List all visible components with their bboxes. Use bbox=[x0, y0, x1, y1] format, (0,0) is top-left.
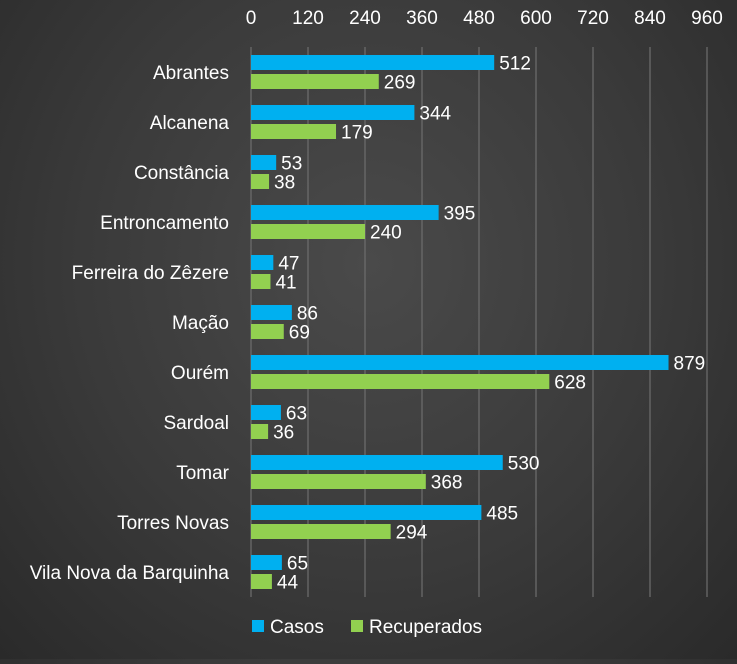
bar-recuperados bbox=[251, 574, 272, 589]
bar-recuperados bbox=[251, 174, 270, 189]
bar-casos bbox=[251, 505, 482, 520]
category-label: Ferreira do Zêzere bbox=[72, 263, 229, 284]
bar-recuperados bbox=[251, 474, 426, 489]
category-label: Sardoal bbox=[164, 413, 230, 434]
data-label: 179 bbox=[341, 123, 373, 144]
legend-swatch bbox=[252, 620, 264, 632]
data-label: 294 bbox=[396, 523, 428, 544]
data-label: 628 bbox=[554, 373, 586, 394]
x-tick-label: 720 bbox=[577, 8, 609, 29]
data-label: 368 bbox=[431, 473, 463, 494]
data-label: 44 bbox=[277, 573, 299, 594]
bar-recuperados bbox=[251, 324, 284, 339]
bar-casos bbox=[251, 355, 669, 370]
data-label: 41 bbox=[275, 273, 296, 294]
x-tick-label: 0 bbox=[246, 8, 257, 29]
data-label: 86 bbox=[297, 304, 318, 325]
bar-recuperados bbox=[251, 424, 269, 439]
category-label: Alcanena bbox=[150, 113, 230, 134]
legend-swatch bbox=[351, 620, 363, 632]
x-tick-label: 360 bbox=[406, 8, 438, 29]
bar-casos bbox=[251, 305, 292, 320]
data-label: 69 bbox=[289, 323, 310, 344]
data-label: 47 bbox=[278, 254, 299, 275]
data-label: 65 bbox=[287, 554, 308, 575]
legend-label: Recuperados bbox=[369, 617, 482, 638]
bar-recuperados bbox=[251, 274, 271, 289]
x-tick-label: 960 bbox=[691, 8, 723, 29]
bar-casos bbox=[251, 105, 415, 120]
bar-recuperados bbox=[251, 124, 337, 139]
x-tick-label: 840 bbox=[634, 8, 666, 29]
category-label: Tomar bbox=[176, 463, 229, 484]
data-label: 269 bbox=[384, 73, 416, 94]
category-label: Vila Nova da Barquinha bbox=[30, 563, 230, 584]
category-label: Torres Novas bbox=[117, 513, 229, 534]
x-tick-label: 600 bbox=[520, 8, 552, 29]
bar-casos bbox=[251, 155, 277, 170]
bar-recuperados bbox=[251, 374, 550, 389]
bar-casos bbox=[251, 205, 439, 220]
data-label: 53 bbox=[281, 154, 302, 175]
bar-recuperados bbox=[251, 224, 365, 239]
data-label: 36 bbox=[273, 423, 294, 444]
bar-casos bbox=[251, 555, 282, 570]
data-label: 485 bbox=[486, 504, 518, 525]
x-tick-label: 480 bbox=[463, 8, 495, 29]
legend-label: Casos bbox=[270, 617, 324, 638]
bar-recuperados bbox=[251, 524, 391, 539]
x-tick-label: 120 bbox=[292, 8, 324, 29]
data-label: 530 bbox=[508, 454, 540, 475]
data-label: 879 bbox=[674, 354, 706, 375]
bar-casos bbox=[251, 255, 274, 270]
data-label: 38 bbox=[274, 173, 295, 194]
bar-casos bbox=[251, 405, 281, 420]
data-label: 240 bbox=[370, 223, 402, 244]
category-label: Mação bbox=[172, 313, 229, 334]
bar-casos bbox=[251, 455, 503, 470]
data-label: 63 bbox=[286, 404, 307, 425]
data-label: 344 bbox=[419, 104, 451, 125]
category-label: Ourém bbox=[171, 363, 229, 384]
category-label: Abrantes bbox=[153, 63, 229, 84]
data-label: 512 bbox=[499, 54, 531, 75]
category-label: Entroncamento bbox=[100, 213, 229, 234]
bar-casos bbox=[251, 55, 495, 70]
x-tick-label: 240 bbox=[349, 8, 381, 29]
category-label: Constância bbox=[134, 163, 229, 184]
data-label: 395 bbox=[444, 204, 476, 225]
bar-recuperados bbox=[251, 74, 379, 89]
